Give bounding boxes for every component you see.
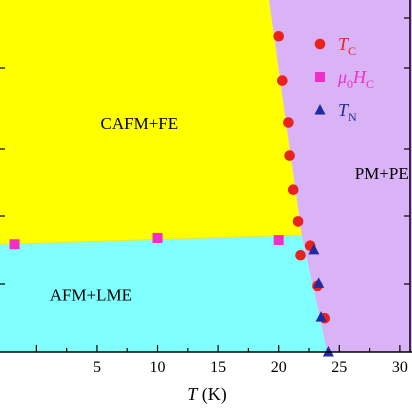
tn-point	[308, 243, 320, 255]
data-markers	[9, 30, 334, 357]
legend-tn-marker	[314, 104, 326, 115]
region-afm-lme-label: AFM+LME	[50, 286, 132, 305]
region-cafm-fe	[0, 0, 302, 245]
region-pm-pe	[269, 0, 412, 352]
x-axis-label: T (K)	[187, 384, 227, 405]
legend-mu0hc-marker	[315, 72, 325, 82]
tc-point	[277, 75, 288, 86]
legend-mu0hc: μ0HC	[315, 67, 374, 91]
tc-point	[273, 30, 285, 42]
legend-tn: TN	[314, 100, 357, 124]
tc-point	[283, 117, 294, 128]
tc-point	[287, 184, 299, 196]
tc-point	[295, 249, 306, 261]
mu0hc-point	[9, 239, 20, 250]
x-tick-label: 10	[150, 359, 166, 376]
mu0hc-point	[152, 232, 163, 243]
tc-point	[284, 150, 295, 161]
axes: 510152025303	[0, 0, 412, 376]
legend-tc-marker	[314, 38, 326, 50]
tc-point	[292, 216, 304, 227]
legend-tn-label: TN	[338, 100, 357, 124]
x-axis-label-symbol: T	[187, 384, 199, 404]
x-tick-label: 30	[392, 359, 408, 376]
region-cafm-fe-label: CAFM+FE	[101, 114, 179, 133]
mu0hc-point	[273, 235, 284, 246]
x-tick-label: 5	[93, 359, 101, 376]
legend-tc-label: TC	[338, 34, 356, 58]
tn-point	[315, 311, 327, 322]
ferro-boundary-line	[0, 234, 302, 245]
legend: TC μ0HC TN	[314, 34, 374, 124]
phase-regions	[0, 0, 412, 352]
x-tick-label: 15	[210, 359, 226, 376]
x-tick-label: 20	[271, 359, 287, 376]
tn-point	[313, 277, 325, 288]
region-pm-pe-label: PM+PE	[355, 164, 409, 183]
x-axis-label-unit: (K)	[197, 384, 227, 405]
legend-mu0hc-label: μ0HC	[337, 67, 374, 91]
x-tick-label: 25	[331, 359, 347, 376]
legend-tc: TC	[314, 34, 356, 58]
region-labels: CAFM+FE AFM+LME PM+PE	[50, 114, 409, 305]
region-afm-lme	[0, 235, 328, 352]
